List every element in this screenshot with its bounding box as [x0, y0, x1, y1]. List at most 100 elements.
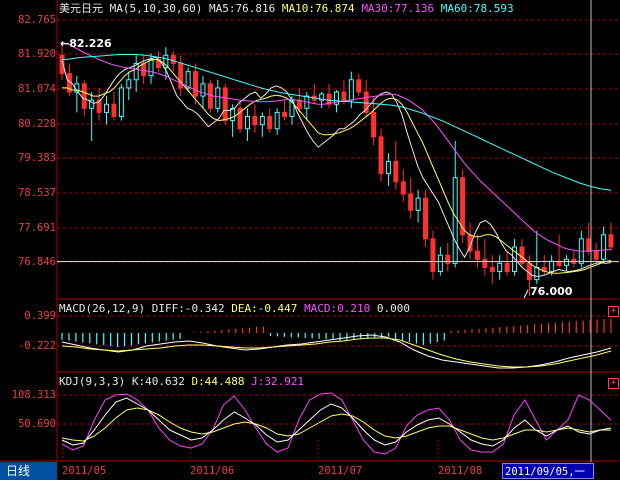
candle-body — [378, 136, 384, 175]
y-label-kdj-0: 108.313 — [11, 389, 56, 401]
y-label-main-6: 77.691 — [18, 222, 56, 234]
macd-diff-value: DIFF:-0.342 — [151, 302, 225, 315]
period-daily-button[interactable]: 日线 — [0, 462, 57, 480]
kdj-j-value: J:32.921 — [251, 375, 305, 388]
cursor-date-readout: 2011/09/05,一 — [502, 463, 594, 479]
candle-body — [489, 266, 495, 273]
candle-body — [118, 87, 124, 117]
candle-body — [601, 234, 607, 260]
candle-body — [133, 62, 139, 81]
ma30-value: MA30:77.136 — [361, 2, 435, 15]
y-label-main-5: 78.537 — [18, 187, 56, 199]
candle-body — [385, 160, 391, 175]
main-panel-title: 美元日元 MA(5,10,30,60) MA5:76.816 MA10:76.8… — [59, 2, 514, 16]
kdj-expand-button[interactable]: + — [608, 378, 619, 389]
high-price-annotation: ←82.226 — [60, 37, 112, 50]
candle-body — [460, 177, 466, 236]
low-price-value: 76.000 — [530, 285, 573, 298]
candle-body — [185, 71, 191, 89]
candle-body — [415, 197, 421, 211]
candle-body — [282, 111, 288, 117]
candle-body — [474, 250, 480, 260]
x-label-0: 2011/05 — [62, 465, 107, 477]
y-label-main-2: 81.074 — [18, 83, 56, 95]
candle-body — [215, 87, 221, 109]
ma-line-ma30 — [61, 41, 612, 252]
candle-body — [104, 103, 110, 113]
low-arrow — [523, 289, 529, 299]
candle-body — [437, 254, 443, 273]
candle-body — [519, 246, 525, 264]
kdj-k-line — [61, 397, 612, 447]
macd-expand-button[interactable]: + — [608, 306, 619, 317]
candle-body — [126, 79, 132, 89]
symbol-name: 美元日元 — [59, 2, 103, 15]
macd-panel-title: MACD(26,12,9) DIFF:-0.342 DEA:-0.447 MAC… — [59, 302, 410, 316]
ma5-value: MA5:76.816 — [208, 2, 276, 15]
macd-macd-value: MACD:0.210 — [304, 302, 371, 315]
candle-body — [348, 79, 354, 101]
macd-dea-value: DEA:-0.447 — [231, 302, 298, 315]
y-label-main-0: 82.765 — [18, 14, 56, 26]
candle-body — [244, 115, 250, 130]
candle-body — [259, 115, 265, 126]
candle-body — [593, 250, 599, 260]
candle-body — [230, 107, 236, 122]
high-price-value: 82.226 — [69, 37, 112, 50]
candle-body — [430, 238, 436, 273]
candle-body — [363, 91, 369, 113]
y-label-main-3: 80.228 — [18, 118, 56, 130]
macd-dea-line — [61, 337, 612, 368]
ma10-value: MA10:76.874 — [281, 2, 355, 15]
x-label-1: 2011/06 — [190, 465, 235, 477]
ma-indicator-label[interactable]: MA(5,10,30,60) — [109, 2, 203, 15]
candle-body — [504, 262, 510, 273]
candle-body — [111, 103, 117, 117]
candle-body — [371, 111, 377, 138]
candle-body — [356, 79, 362, 93]
macd-indicator-label[interactable]: MACD(26,12,9) — [59, 302, 146, 315]
candle-body — [267, 115, 273, 130]
x-label-2: 2011/07 — [318, 465, 363, 477]
bottom-bar — [0, 462, 620, 480]
macd-diff-line — [61, 334, 612, 369]
candle-body — [89, 99, 95, 109]
candle-body — [408, 193, 414, 211]
candle-body — [81, 83, 87, 109]
y-label-macd-1: -0.222 — [18, 340, 56, 352]
candle-body — [563, 258, 569, 266]
candle-body — [482, 258, 488, 268]
y-label-macd-0: 0.399 — [24, 310, 56, 322]
candle-body — [452, 177, 458, 264]
macd-extra-value: 0.000 — [376, 302, 411, 315]
candle-body — [445, 254, 451, 264]
candle-body — [252, 115, 258, 126]
candle-body — [163, 54, 169, 69]
low-price-annotation: 76.000 — [530, 285, 572, 298]
candle-body — [207, 83, 213, 109]
candle-body — [586, 238, 592, 252]
candle-body — [222, 87, 228, 122]
candle-body — [200, 83, 206, 97]
candle-body — [237, 107, 243, 130]
ma-line-ma10 — [62, 58, 612, 274]
kdj-k-value: K:40.632 — [131, 375, 185, 388]
x-label-3: 2011/08 — [438, 465, 483, 477]
candle-body — [141, 62, 147, 77]
kdj-d-value: D:44.488 — [191, 375, 245, 388]
kdj-indicator-label[interactable]: KDJ(9,3,3) — [59, 375, 126, 388]
y-label-main-7: 76.846 — [18, 256, 56, 268]
candle-body — [497, 262, 503, 273]
candle-body — [400, 181, 406, 195]
ma-line-ma5 — [61, 56, 612, 277]
candle-body — [608, 234, 614, 248]
y-label-main-4: 79.383 — [18, 152, 56, 164]
ma-line-ma60 — [62, 54, 612, 191]
candle-body — [193, 71, 199, 97]
candle-body — [148, 58, 154, 77]
candle-body — [334, 91, 339, 105]
ma60-value: MA60:78.593 — [440, 2, 514, 15]
candle-body — [274, 111, 280, 130]
candle-body — [326, 93, 332, 105]
